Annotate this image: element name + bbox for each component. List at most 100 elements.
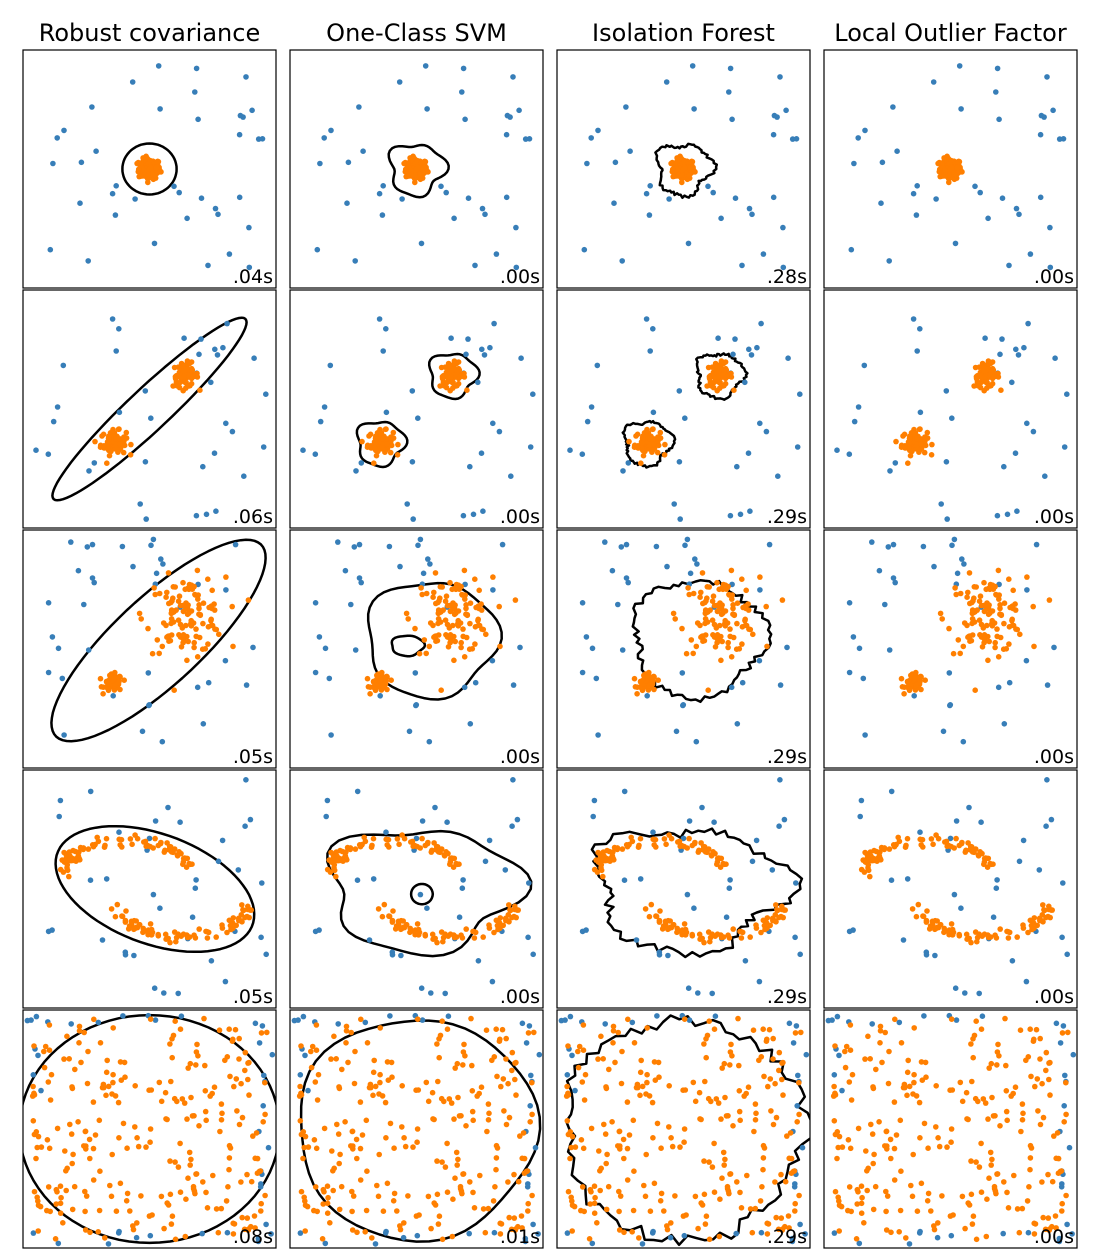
inlier-point [367, 1081, 374, 1088]
inlier-point [191, 932, 197, 938]
panel-frame [22, 1009, 277, 1249]
inlier-point [328, 1056, 334, 1062]
outlier-point [131, 952, 137, 959]
outlier-point [526, 136, 533, 142]
inlier-point [600, 849, 607, 855]
inlier-point [714, 632, 721, 638]
inlier-point [636, 1235, 642, 1241]
outlier-point [797, 1221, 803, 1228]
inlier-point [170, 595, 176, 601]
inlier-point [674, 155, 680, 161]
inlier-point [432, 935, 439, 942]
inlier-point [462, 1053, 468, 1059]
outlier-point [91, 579, 97, 586]
outlier-point [856, 1240, 863, 1247]
inlier-point [832, 1188, 839, 1195]
inlier-point [319, 1236, 326, 1242]
inlier-point [881, 845, 888, 851]
inlier-point [362, 1229, 369, 1235]
outlier-point [890, 575, 897, 581]
inlier-point [224, 929, 230, 936]
outlier-point [460, 65, 467, 72]
inlier-point [718, 602, 725, 608]
inlier-point [451, 602, 458, 608]
inlier-point [462, 596, 468, 602]
inlier-point [683, 650, 690, 657]
outlier-point [522, 1238, 529, 1245]
inlier-point [762, 926, 768, 933]
outlier-point [33, 447, 39, 454]
outlier-point [527, 1103, 533, 1109]
inlier-point [511, 1215, 518, 1221]
outlier-point [757, 587, 763, 593]
outlier-point [855, 135, 861, 141]
inlier-point [1049, 1223, 1055, 1230]
outlier-point [49, 634, 56, 640]
outlier-point [516, 107, 522, 114]
inlier-point [315, 1071, 322, 1078]
inlier-point [1061, 1119, 1067, 1125]
inlier-point [416, 929, 423, 936]
inlier-point [172, 1159, 178, 1165]
inlier-point [185, 372, 192, 378]
inlier-point [898, 675, 905, 682]
outlier-point [427, 561, 433, 567]
inlier-point [69, 1206, 76, 1213]
inlier-point [1006, 576, 1012, 582]
inlier-point [435, 616, 442, 622]
outlier-point [749, 858, 756, 865]
inlier-point [923, 1074, 929, 1080]
outlier-point [56, 813, 62, 820]
inlier-point [305, 1144, 312, 1150]
inlier-point [239, 1114, 246, 1121]
outlier-point [770, 131, 777, 138]
inlier-point [891, 1145, 898, 1152]
inlier-point [184, 934, 191, 941]
outlier-point [794, 444, 801, 450]
inlier-point [68, 1131, 75, 1137]
outlier-point [259, 1023, 266, 1029]
outlier-point [260, 1103, 267, 1109]
outlier-point [977, 189, 983, 196]
inlier-point [241, 1226, 248, 1233]
inlier-point [921, 1120, 928, 1127]
inlier-point [482, 1229, 489, 1236]
inlier-point [962, 849, 969, 855]
inlier-point [596, 1148, 602, 1154]
inlier-point [711, 1140, 717, 1147]
outlier-point [258, 1181, 264, 1187]
outlier-point [904, 876, 911, 882]
inlier-point [108, 448, 114, 455]
inlier-point [746, 626, 752, 632]
inlier-point [973, 584, 979, 590]
inlier-point [935, 1135, 941, 1141]
inlier-point [464, 611, 471, 618]
fit-time-label: .00s [1034, 746, 1074, 768]
inlier-point [189, 1113, 196, 1119]
outlier-point [33, 1013, 40, 1020]
outlier-point [995, 684, 1002, 691]
inlier-point [425, 1098, 432, 1105]
outlier-point [869, 539, 875, 545]
inlier-point [1037, 917, 1043, 924]
inlier-point [989, 1156, 995, 1163]
inlier-point [893, 438, 899, 445]
inlier-point [110, 1025, 116, 1031]
outlier-point [999, 195, 1006, 201]
outlier-point [949, 542, 955, 549]
inlier-point [701, 939, 707, 946]
inlier-point [604, 1151, 610, 1158]
inlier-point [232, 1026, 239, 1033]
inlier-point [211, 607, 218, 613]
inlier-point [579, 1184, 586, 1190]
inlier-point [168, 1078, 174, 1085]
outlier-point [525, 1181, 531, 1187]
outlier-point [352, 258, 359, 264]
inlier-point [666, 1083, 672, 1089]
inlier-point [247, 907, 253, 913]
outlier-point [268, 1231, 274, 1237]
inlier-point [858, 1200, 865, 1207]
outlier-point [653, 543, 660, 550]
outlier-point [362, 1019, 369, 1026]
inlier-point [407, 155, 413, 161]
